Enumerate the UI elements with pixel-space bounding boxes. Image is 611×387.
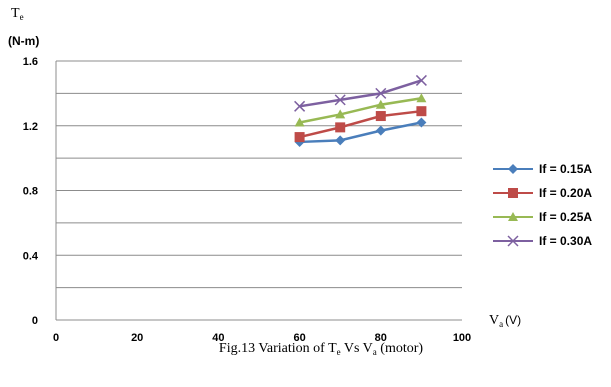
y-tick-label-4: 1.6 (23, 56, 38, 68)
series-0-point-1 (335, 135, 346, 146)
legend-marker-1 (508, 188, 518, 198)
x-axis-label: Va (V) (489, 313, 521, 329)
series-0-point-2 (375, 125, 386, 136)
legend-label-1: If = 0.20A (539, 186, 592, 200)
series-1-line (299, 109, 422, 139)
series-2 (294, 93, 427, 127)
series-3-point-0 (294, 100, 306, 112)
series-3-point-2 (375, 87, 387, 99)
x-tick-label-5: 100 (453, 332, 471, 344)
tick-labels: 0 0.4 0.8 1.2 1.6 0 20 40 60 80 100 (23, 56, 471, 344)
legend-item-0: If = 0.15A (493, 162, 592, 176)
series-0-line (299, 121, 422, 144)
legend-item-2: If = 0.25A (493, 210, 592, 224)
series-2-point-3 (416, 93, 427, 103)
series-group (294, 74, 427, 147)
series-3-point-1-stroke-b (334, 94, 346, 106)
series-1-point-3 (416, 106, 427, 117)
x-tick-label-4: 80 (375, 332, 387, 344)
series-2-point-0 (294, 117, 305, 127)
legend-marker-2 (508, 212, 518, 221)
y-axis-label: Te (11, 6, 24, 22)
series-2-point-1 (335, 109, 346, 119)
series-2-line (299, 96, 422, 124)
series-3-point-3-stroke-b (415, 74, 427, 86)
series-1-point-1 (335, 122, 346, 133)
legend-marker-3 (507, 235, 519, 247)
legend-marker-3-stroke-b (507, 235, 519, 247)
legend-label-3: If = 0.30A (539, 234, 592, 248)
x-tick-label-3: 60 (293, 332, 305, 344)
series-2-point-2 (375, 99, 386, 109)
series-3-point-2-stroke-b (375, 87, 387, 99)
y-tick-label-2: 0.8 (23, 186, 38, 198)
legend-label-0: If = 0.15A (539, 162, 592, 176)
series-0-point-3 (416, 117, 427, 128)
series-1 (294, 106, 427, 143)
gridlines (56, 60, 462, 289)
legend: If = 0.15A If = 0.20A If = 0.25A If = 0.30A (493, 162, 592, 248)
series-3-point-1 (334, 94, 346, 106)
x-tick-label-2: 40 (212, 332, 224, 344)
series-3-point-3 (415, 74, 427, 86)
x-tick-label-0: 0 (53, 332, 59, 344)
x-tick-label-1: 20 (131, 332, 143, 344)
series-3-line (299, 79, 422, 108)
y-tick-label-1: 0.4 (23, 250, 39, 262)
series-1-point-0 (294, 132, 305, 143)
series-1-point-2 (375, 111, 386, 122)
series-3 (294, 74, 427, 112)
legend-item-3: If = 0.30A (493, 234, 592, 248)
y-tick-label-0: 0 (32, 315, 38, 327)
legend-marker-0 (508, 164, 518, 174)
axes (55, 61, 462, 321)
figure-caption: Fig.13 Variation of Te Vs Va (motor) (219, 341, 423, 357)
series-3-point-0-stroke-b (294, 100, 306, 112)
y-axis-unit: (N-m) (8, 34, 39, 48)
y-tick-label-3: 1.2 (23, 121, 38, 133)
legend-item-1: If = 0.20A (493, 186, 592, 200)
legend-label-2: If = 0.25A (539, 210, 592, 224)
